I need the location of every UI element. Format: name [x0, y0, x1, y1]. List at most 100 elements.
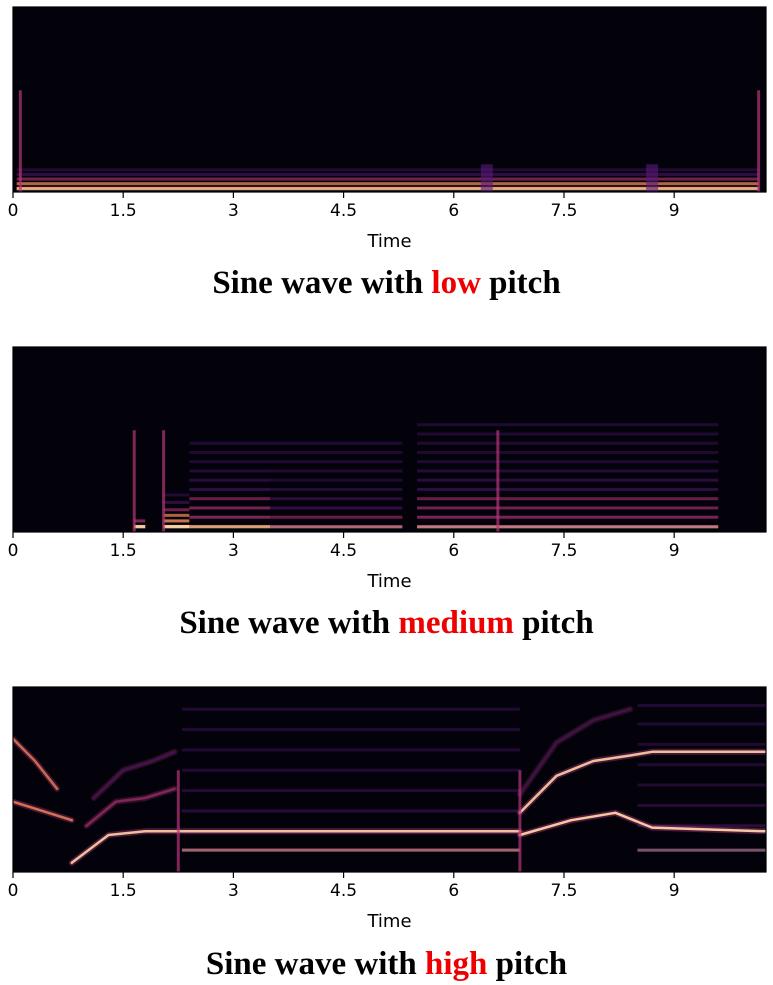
- x-tick-label: 7.5: [550, 541, 577, 561]
- x-tick-label: 6: [448, 541, 459, 561]
- harmonic-band: [181, 768, 520, 772]
- x-tick-label: 6: [448, 881, 459, 901]
- harmonic-band: [270, 478, 403, 482]
- plot-frame: [12, 6, 767, 193]
- onset-spike: [132, 430, 136, 532]
- caption-low: Sine wave with low pitch: [0, 267, 773, 300]
- pitch-contour: [70, 830, 522, 865]
- harmonic-band: [181, 707, 520, 711]
- plot-frame: [12, 686, 767, 873]
- x-tick-label: 3: [228, 201, 239, 221]
- harmonic-band: [134, 519, 146, 523]
- harmonic-band: [637, 803, 766, 807]
- onset-spike: [18, 90, 22, 192]
- harmonic-band: [417, 469, 719, 473]
- harmonic-band: [417, 432, 719, 436]
- spectrogram-panel-high: 0 1.5 3 4.5 6 7.5 9 Time: [0, 680, 773, 940]
- harmonic-band: [189, 441, 271, 445]
- x-tick-label: 9: [669, 541, 680, 561]
- x-tick-label: 0: [8, 881, 19, 901]
- pitch-contour: [13, 800, 74, 822]
- harmonic-band: [637, 824, 766, 828]
- harmonic-band: [270, 441, 403, 445]
- pitch-contour: [518, 811, 766, 837]
- fundamental-band: [417, 525, 719, 529]
- x-tick-label: 9: [669, 881, 680, 901]
- x-tick-label: 1.5: [110, 881, 137, 901]
- spectrogram-background: [13, 7, 766, 192]
- pitch-contour: [518, 707, 632, 796]
- x-tick-label: 1.5: [110, 201, 137, 221]
- x-tick-label: 0: [8, 541, 19, 561]
- harmonic-band: [417, 515, 719, 519]
- onset-spike: [496, 430, 500, 532]
- harmonic-band: [16, 168, 759, 172]
- harmonic-band: [270, 515, 403, 519]
- harmonic-band: [417, 497, 719, 501]
- x-tick-label: 6: [448, 201, 459, 221]
- caption-medium-suffix: pitch: [513, 605, 594, 641]
- pitch-contour: [92, 750, 176, 800]
- onset-spike: [176, 770, 180, 872]
- harmonic-band: [637, 848, 766, 852]
- x-axis-label: Time: [366, 911, 411, 932]
- fundamental-band: [16, 187, 759, 191]
- harmonic-band: [16, 182, 759, 186]
- harmonic-band: [417, 450, 719, 454]
- pitch-contour-glow: [516, 706, 634, 798]
- caption-high: Sine wave with high pitch: [0, 948, 773, 981]
- caption-medium-highlight: medium: [398, 605, 514, 641]
- spectrogram-medium: 0 1.5 3 4.5 6 7.5 9 Time: [8, 346, 767, 592]
- harmonic-band: [181, 789, 520, 793]
- x-tick-label: 4.5: [330, 541, 357, 561]
- harmonic-band: [163, 513, 190, 517]
- harmonic-band: [417, 441, 719, 445]
- onset-spike: [757, 90, 761, 192]
- harmonic-band: [417, 460, 719, 464]
- caption-high-highlight: high: [424, 946, 488, 982]
- harmonic-band: [637, 722, 766, 726]
- harmonic-band: [189, 506, 271, 510]
- harmonic-band: [417, 487, 719, 491]
- fundamental-band: [637, 848, 766, 852]
- harmonic-band: [163, 519, 190, 523]
- x-tick-label: 7.5: [550, 881, 577, 901]
- harmonic-band: [181, 728, 520, 732]
- plot-frame: [12, 346, 767, 533]
- caption-medium: Sine wave with medium pitch: [0, 607, 773, 640]
- broadband-event: [480, 164, 493, 192]
- harmonic-band: [189, 497, 271, 501]
- harmonic-band: [270, 460, 403, 464]
- caption-high-suffix: pitch: [487, 946, 568, 982]
- harmonic-band: [189, 487, 271, 491]
- spectrogram-panel-low: 0 1.5 3 4.5 6 7.5 9 Time: [0, 0, 773, 260]
- fundamental-band: [181, 848, 520, 852]
- harmonic-band: [163, 508, 190, 512]
- caption-medium-prefix: Sine wave with: [179, 605, 399, 641]
- harmonic-band: [163, 493, 190, 497]
- harmonic-band: [163, 500, 190, 504]
- x-tick-label: 1.5: [110, 541, 137, 561]
- harmonic-band: [637, 704, 766, 707]
- harmonic-band: [189, 515, 271, 519]
- x-axis-label: Time: [366, 231, 411, 252]
- harmonic-band: [270, 469, 403, 473]
- caption-high-prefix: Sine wave with: [205, 946, 425, 982]
- fundamental-band: [163, 525, 190, 529]
- caption-low-highlight: low: [431, 265, 481, 301]
- harmonic-band: [270, 524, 403, 528]
- fundamental-band: [270, 525, 403, 529]
- pitch-contour: [13, 737, 59, 791]
- spectrogram-background: [13, 687, 766, 872]
- harmonic-band: [417, 423, 719, 427]
- x-tick-label: 3: [228, 881, 239, 901]
- harmonic-band: [637, 763, 766, 767]
- caption-low-prefix: Sine wave with: [212, 265, 432, 301]
- harmonic-band: [189, 469, 271, 473]
- harmonic-band: [417, 478, 719, 482]
- x-tick-label: 7.5: [550, 201, 577, 221]
- spectrogram-low: 0 1.5 3 4.5 6 7.5 9 Time: [8, 6, 767, 252]
- harmonic-band: [189, 460, 271, 464]
- harmonic-band: [16, 177, 759, 181]
- pitch-contour: [85, 787, 176, 828]
